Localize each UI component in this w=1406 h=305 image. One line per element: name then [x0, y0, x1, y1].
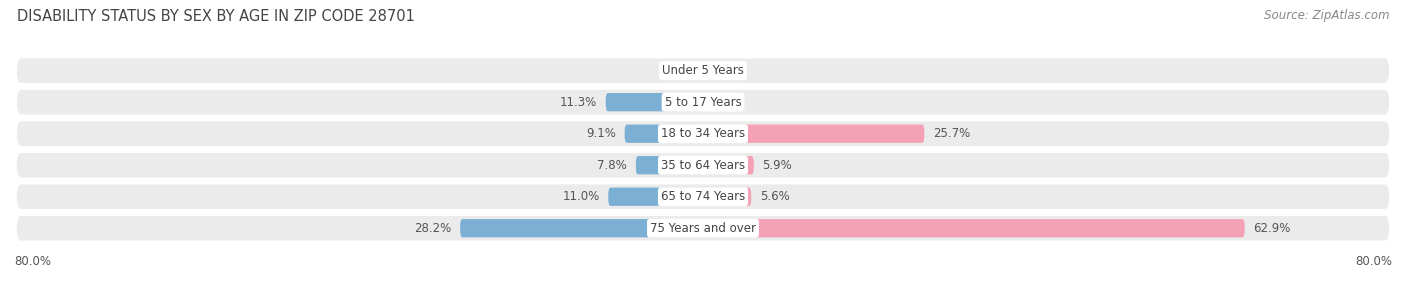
- Text: 62.9%: 62.9%: [1253, 222, 1291, 235]
- Text: 0.0%: 0.0%: [665, 64, 695, 77]
- Text: 75 Years and over: 75 Years and over: [650, 222, 756, 235]
- FancyBboxPatch shape: [17, 153, 1389, 178]
- FancyBboxPatch shape: [624, 124, 703, 143]
- Text: 5 to 17 Years: 5 to 17 Years: [665, 96, 741, 109]
- FancyBboxPatch shape: [17, 90, 1389, 114]
- FancyBboxPatch shape: [460, 219, 703, 237]
- Text: 11.0%: 11.0%: [562, 190, 599, 203]
- Text: DISABILITY STATUS BY SEX BY AGE IN ZIP CODE 28701: DISABILITY STATUS BY SEX BY AGE IN ZIP C…: [17, 9, 415, 24]
- FancyBboxPatch shape: [703, 188, 751, 206]
- Text: Under 5 Years: Under 5 Years: [662, 64, 744, 77]
- Text: 9.1%: 9.1%: [586, 127, 616, 140]
- FancyBboxPatch shape: [17, 58, 1389, 83]
- FancyBboxPatch shape: [17, 121, 1389, 146]
- Text: 65 to 74 Years: 65 to 74 Years: [661, 190, 745, 203]
- Text: 35 to 64 Years: 35 to 64 Years: [661, 159, 745, 172]
- Text: 0.0%: 0.0%: [711, 64, 741, 77]
- Text: Source: ZipAtlas.com: Source: ZipAtlas.com: [1264, 9, 1389, 22]
- Text: 11.3%: 11.3%: [560, 96, 598, 109]
- FancyBboxPatch shape: [703, 156, 754, 174]
- Text: 18 to 34 Years: 18 to 34 Years: [661, 127, 745, 140]
- Text: 5.6%: 5.6%: [759, 190, 790, 203]
- FancyBboxPatch shape: [17, 185, 1389, 209]
- FancyBboxPatch shape: [17, 216, 1389, 241]
- FancyBboxPatch shape: [606, 93, 703, 111]
- Text: 7.8%: 7.8%: [598, 159, 627, 172]
- FancyBboxPatch shape: [609, 188, 703, 206]
- FancyBboxPatch shape: [703, 219, 1244, 237]
- FancyBboxPatch shape: [636, 156, 703, 174]
- Text: 80.0%: 80.0%: [1355, 255, 1392, 268]
- Text: 80.0%: 80.0%: [14, 255, 51, 268]
- Text: 25.7%: 25.7%: [934, 127, 970, 140]
- FancyBboxPatch shape: [703, 124, 924, 143]
- Text: 5.9%: 5.9%: [762, 159, 792, 172]
- Text: 28.2%: 28.2%: [415, 222, 451, 235]
- Text: 0.0%: 0.0%: [711, 96, 741, 109]
